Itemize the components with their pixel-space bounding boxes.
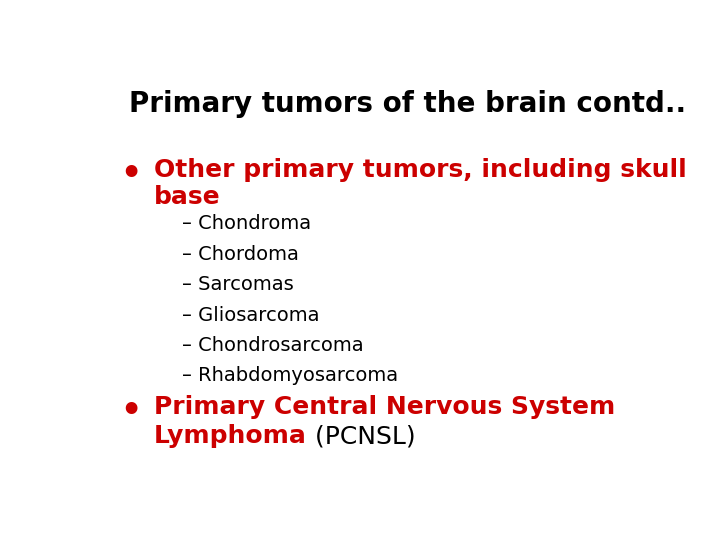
- Text: •: •: [121, 395, 142, 428]
- Text: – Rhabdomyosarcoma: – Rhabdomyosarcoma: [182, 366, 398, 385]
- Text: – Sarcomas: – Sarcomas: [182, 275, 294, 294]
- Text: Other primary tumors, including skull: Other primary tumors, including skull: [154, 158, 687, 183]
- Text: •: •: [121, 158, 142, 191]
- Text: (PCNSL): (PCNSL): [307, 424, 415, 448]
- Text: base: base: [154, 185, 221, 210]
- Text: – Chordoma: – Chordoma: [182, 245, 299, 264]
- Text: – Chondrosarcoma: – Chondrosarcoma: [182, 336, 364, 355]
- Text: Primary Central Nervous System: Primary Central Nervous System: [154, 395, 616, 420]
- Text: – Chondroma: – Chondroma: [182, 214, 311, 233]
- Text: – Gliosarcoma: – Gliosarcoma: [182, 306, 320, 325]
- Text: Primary tumors of the brain contd..: Primary tumors of the brain contd..: [129, 90, 686, 118]
- Text: Lymphoma: Lymphoma: [154, 424, 307, 448]
